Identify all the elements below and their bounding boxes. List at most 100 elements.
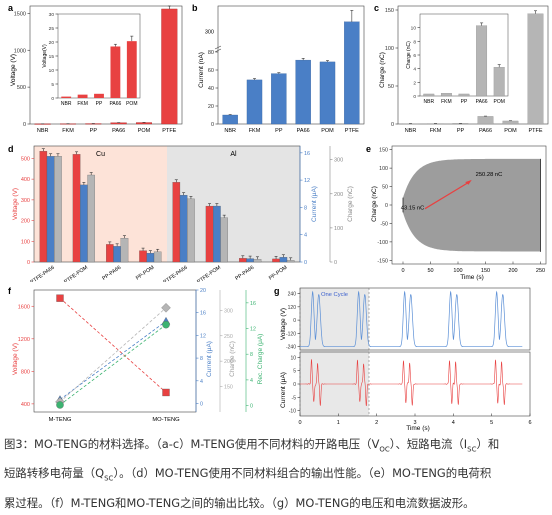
panel-d-mid-tick-tick-label: 8 [304,205,307,211]
panel-f-left-tick-tick-label: 800 [21,369,30,375]
panel-c-inset-xtick-label: PA66 [476,99,488,105]
panel-a-inset-xtick-label: NBR [61,101,72,107]
panel-f-mid-tick-tick-label: 0 [200,401,203,407]
panel-d-xtick-label: PP-PA66 [234,265,255,282]
panel-c-inset-ytick-tick-label: 0 [413,94,416,100]
panel-a-xtick-label: PP [90,128,98,134]
panel-a-inset-ylabel: Voltage(V) [42,44,48,68]
panel-c-ytick-tick-label: 150 [385,8,394,14]
panel-a-inset-ytick-tick-label: 30 [49,12,55,18]
panel-e-ytick-tick-label: -50 [380,221,388,227]
panel-d-bar [106,244,114,263]
panel-a-xtick-label: NBR [37,128,49,134]
panel-b-xtick-label: PP [275,128,283,134]
panel-b: b Current (nA) 0 20 40 60 80 300 NBR FKM PP PA66 P… [192,3,365,134]
panel-d-xtick-label: PTFE-PA66 [162,265,188,282]
panel-d-bar [272,258,280,263]
panel-c-inset-ytick-tick-label: 2 [413,80,416,86]
panel-b-xtick-label: PTFE [345,128,359,134]
panel-a-ytick-tick-label: 500 [17,85,26,91]
panel-f-xtick-label: MO-TENG [152,417,180,423]
panel-g-xtick-label: 4 [452,420,455,426]
panel-c-inset-ytick-tick-label: 6 [413,53,416,59]
panel-g-xtick-label: 3 [413,420,416,426]
panel-c-ylabel: Charge (nC) [379,52,386,88]
panel-d-right-tick-tick-label: 100 [334,226,343,232]
panel-g-voltage-wave [300,290,523,348]
panel-a-inset-xtick-label: PP [96,101,103,107]
panel-c-letter: c [374,3,379,13]
panel-d-bar [239,258,247,263]
panel-b-axis-break [214,45,222,50]
panel-f-mid-tick-tick-label: 12 [200,333,206,339]
panel-f-trend-line [59,307,167,403]
panel-e-xtick-label: 200 [508,268,517,274]
panel-e-xlabel: Time (s) [460,274,484,281]
panel-a-xtick-label: POM [138,128,151,134]
panel-d-xtick-label: PTFE-POM [63,265,89,282]
panel-c-inset-ylabel: Charge (nC) [406,41,412,69]
panel-b-ytick-tick-label: 60 [208,68,214,74]
panel-g-ylabel-top: Voltage (V) [280,308,287,340]
panel-a-inset-bar [61,96,72,98]
panel-d-bar [46,156,55,263]
panel-b-letter: b [192,3,198,13]
panel-c-inset-xtick-label: POM [494,99,505,105]
panel-d-right-tick-tick-label: 300 [334,158,343,164]
panel-c-xtick-label: POM [504,128,517,134]
panel-d-bar [113,246,121,263]
panel-f-xtick-label: M-TENG [49,417,72,423]
panel-g-cycle-label: One Cycle [321,292,348,298]
panel-a-inset-ytick-tick-label: 10 [49,68,55,74]
panel-a-frame [29,5,183,125]
panel-a-letter: a [8,3,14,13]
panel-c-ytick-tick-label: 0 [391,122,394,128]
panel-a-inset-xtick-label: FKM [77,101,88,107]
caption-line-2: 短路转移电荷量（QSC）。（d）MO-TENG使用不同材料组合的输出性能。（e）… [4,466,492,483]
panel-d-letter: d [8,144,14,154]
panel-d-bar [179,195,188,263]
panel-b-ylabel: Current (nA) [198,52,205,88]
panel-c-inset-bar [476,25,488,97]
panel-e-annotation-end: 250.28 nC [476,172,503,178]
panel-f-mid-tick-tick-label: 16 [200,311,206,317]
panel-e-ytick-tick-label: -100 [377,240,388,246]
panel-f-letter: f [8,286,12,296]
panel-g-xtick-label: 5 [490,420,493,426]
panel-b-xtick-label: NBR [224,128,236,134]
panel-g-top-ytick-tick-label: -120 [286,331,296,337]
panel-d-right-tick-tick-label: 0 [334,260,337,266]
panel-a-ytick-tick-label: 1000 [14,48,26,54]
panel-c-inset-xtick-label: FKM [441,99,452,105]
panel-c-inset-xtick-label: PP [461,99,468,105]
panel-c-inset-ytick-tick-label: 8 [413,39,416,45]
panel-a-inset-xtick-label: POM [126,101,137,107]
panel-a: a Voltage (V) 0 500 1000 1500 NBR FKM PP PA66 PO… [8,3,183,134]
panel-f-r-tick-tick-label: 8 [250,352,253,358]
panel-f-frame [33,289,197,413]
panel-e-ylabel: Charge (nC) [371,186,378,222]
panel-c-xtick-label: PP [457,128,465,134]
panel-f-point [56,401,64,409]
panel-d: d Voltage (V) Current (μA) Charge (nC) C… [8,144,354,282]
panel-g-top-ytick-tick-label: 240 [288,292,297,298]
panel-d-bar [153,251,162,263]
panel-a-inset-frame [57,13,141,99]
panel-d-bar [253,259,262,263]
panel-d-left-tick-tick-label: 300 [21,198,30,204]
panel-e-ytick-tick-label: -150 [377,258,388,264]
panel-d-xtick-label: PP-PA66 [101,265,122,282]
panel-d-bar [146,253,155,263]
panel-a-ylabel: Voltage (V) [10,54,17,86]
panel-b-ytick-tick-label: 80 [208,50,214,56]
panel-g-top-frame [299,287,531,351]
panel-e-ytick-tick-label: 100 [379,166,388,172]
panel-d-bar [187,198,195,263]
panel-g-xtick-label: 1 [337,420,340,426]
panel-c-xtick-label: PTFE [528,128,542,134]
panel-d-bar [120,237,129,263]
panel-f-ylabel-c: Charge (nC) [229,341,236,377]
panel-c-inset-bar [458,93,470,97]
panel-f-trend-line [59,320,167,400]
panel-f-trend-line [59,297,167,393]
